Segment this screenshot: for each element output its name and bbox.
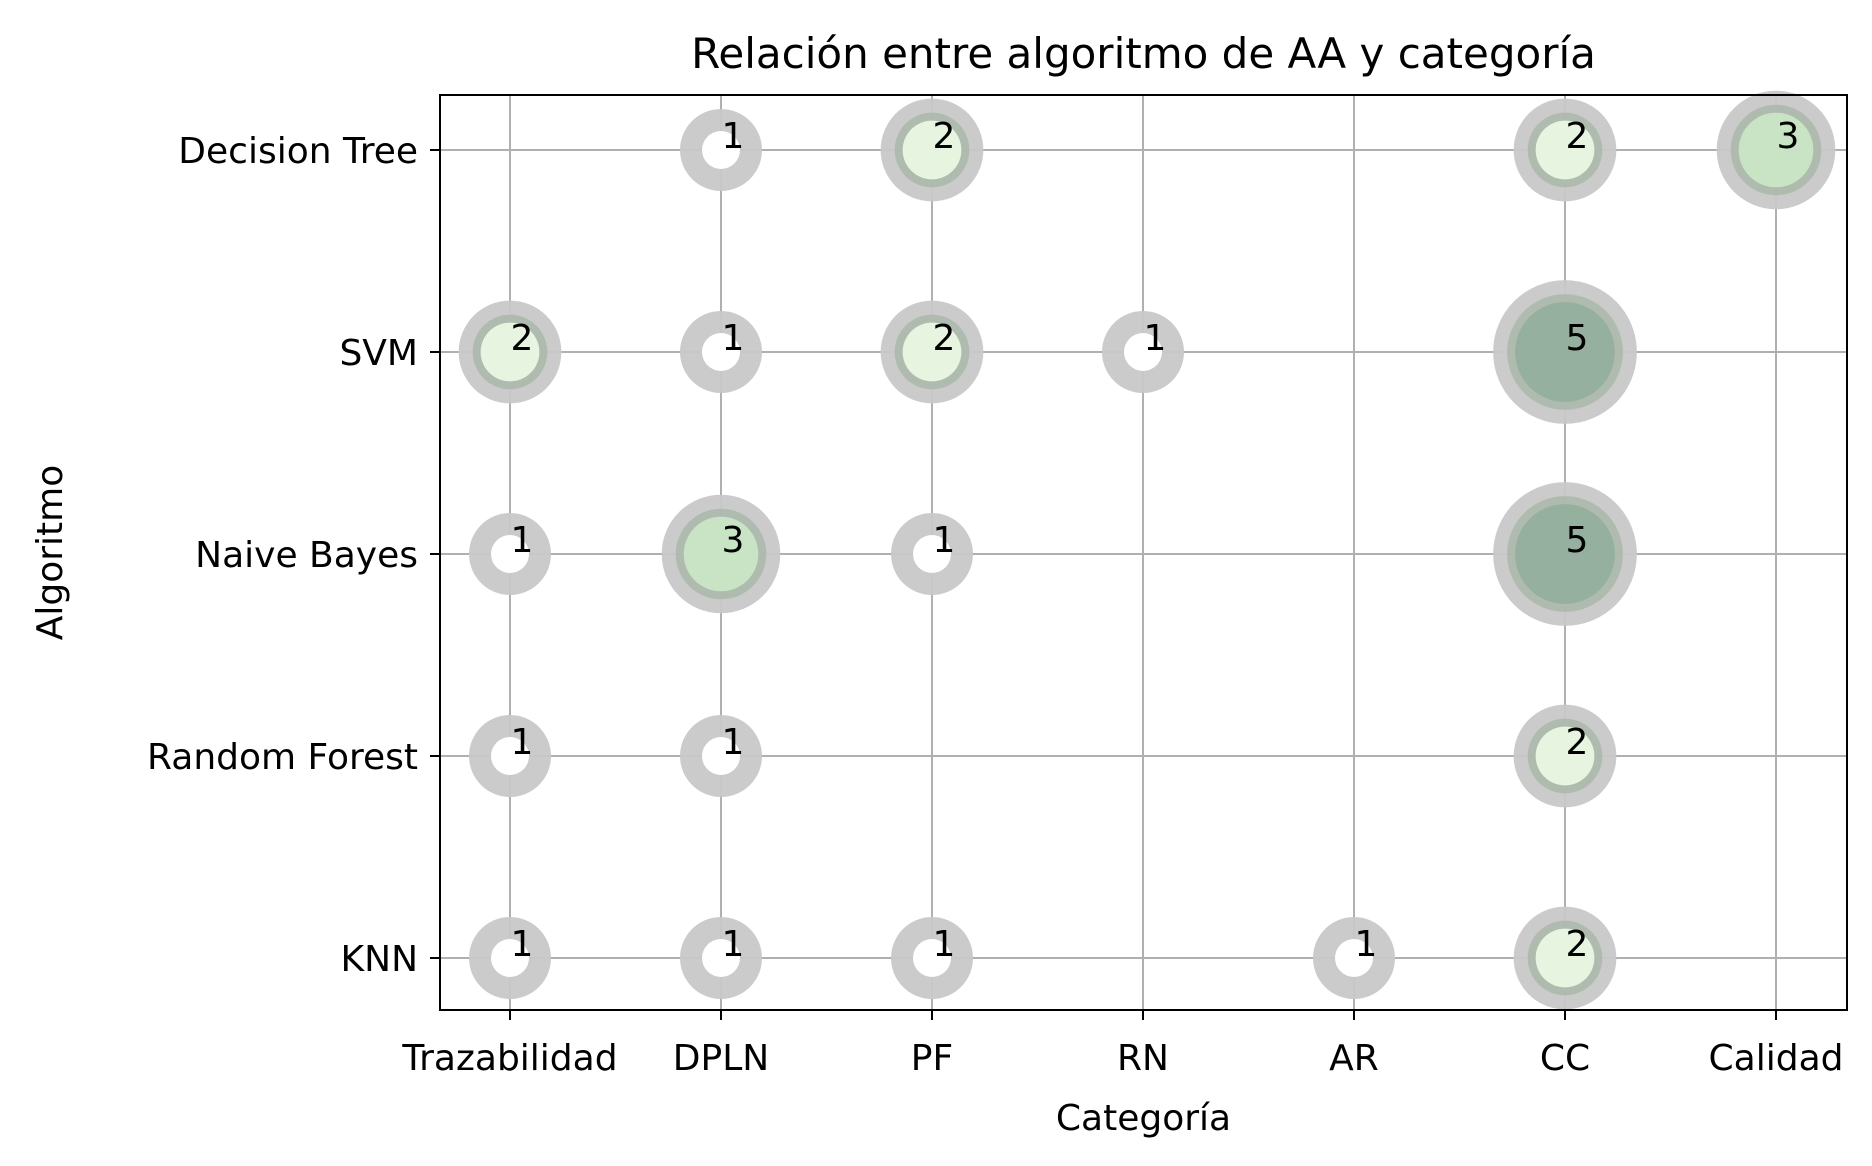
y-tick-label: Naive Bayes bbox=[195, 535, 418, 576]
bubble-core bbox=[1535, 726, 1595, 786]
bubble-value-label: 1 bbox=[511, 924, 534, 965]
y-axis-title: Algoritmo bbox=[30, 465, 71, 641]
bubble-core bbox=[491, 535, 529, 573]
bubble-core bbox=[702, 939, 740, 977]
bubble-core bbox=[1515, 302, 1615, 402]
bubble-value-label: 1 bbox=[511, 520, 534, 561]
x-tick-label: PF bbox=[911, 1038, 953, 1079]
tick-layer: Trazabilidad DPLN PF RN AR CC Calidad KNN Random… bbox=[147, 131, 1843, 1079]
x-tick-label: Calidad bbox=[1709, 1038, 1844, 1079]
bubble-core bbox=[1535, 120, 1595, 180]
bubble-value-label: 1 bbox=[1144, 318, 1167, 359]
bubble-value-label: 2 bbox=[511, 318, 534, 359]
bubble-core bbox=[480, 322, 540, 382]
bubble-value-label: 2 bbox=[1566, 924, 1589, 965]
value-label-layer: 1 1 1 1 2 1 1 2 1 3 1 5 2 1 2 1 5 1 2 2 3 bbox=[511, 116, 1800, 965]
bubble-core bbox=[902, 322, 962, 382]
bubble-value-label: 1 bbox=[722, 116, 745, 157]
bubble-value-label: 1 bbox=[722, 722, 745, 763]
bubble-value-label: 5 bbox=[1566, 318, 1589, 359]
bubble-layer bbox=[458, 90, 1836, 1010]
bubble-core bbox=[491, 737, 529, 775]
bubble-core bbox=[1335, 939, 1373, 977]
x-tick-label: AR bbox=[1329, 1038, 1379, 1079]
x-axis-title: Categoría bbox=[1056, 1098, 1231, 1139]
bubble-value-label: 3 bbox=[1777, 116, 1800, 157]
bubble-value-label: 3 bbox=[722, 520, 745, 561]
chart-title: Relación entre algoritmo de AA y categor… bbox=[691, 29, 1596, 78]
bubble-value-label: 2 bbox=[933, 116, 956, 157]
bubble-value-label: 1 bbox=[722, 318, 745, 359]
x-tick-label: Trazabilidad bbox=[401, 1038, 617, 1079]
bubble-value-label: 2 bbox=[1566, 116, 1589, 157]
y-tick-label: KNN bbox=[341, 939, 418, 980]
bubble-core bbox=[1515, 504, 1615, 604]
bubble-value-label: 1 bbox=[511, 722, 534, 763]
bubble-value-label: 1 bbox=[933, 924, 956, 965]
bubble-value-label: 2 bbox=[1566, 722, 1589, 763]
x-tick-label: CC bbox=[1540, 1038, 1590, 1079]
bubble-core bbox=[491, 939, 529, 977]
bubble-value-label: 5 bbox=[1566, 520, 1589, 561]
bubble-core bbox=[913, 535, 951, 573]
bubble-core bbox=[702, 131, 740, 169]
bubble-core bbox=[913, 939, 951, 977]
y-tick-label: SVM bbox=[339, 333, 418, 374]
bubble-core bbox=[902, 120, 962, 180]
y-tick-label: Decision Tree bbox=[178, 131, 418, 172]
bubble-core bbox=[1738, 112, 1814, 188]
bubble-core bbox=[1535, 928, 1595, 988]
y-tick-label: Random Forest bbox=[147, 737, 418, 778]
x-tick-label: RN bbox=[1117, 1038, 1169, 1079]
bubble-value-label: 1 bbox=[722, 924, 745, 965]
bubble-core bbox=[683, 516, 759, 592]
bubble-core bbox=[702, 333, 740, 371]
bubble-core bbox=[702, 737, 740, 775]
x-tick-label: DPLN bbox=[673, 1038, 769, 1079]
bubble-value-label: 1 bbox=[933, 520, 956, 561]
bubble-value-label: 1 bbox=[1355, 924, 1378, 965]
bubble-value-label: 2 bbox=[933, 318, 956, 359]
bubble-core bbox=[1124, 333, 1162, 371]
